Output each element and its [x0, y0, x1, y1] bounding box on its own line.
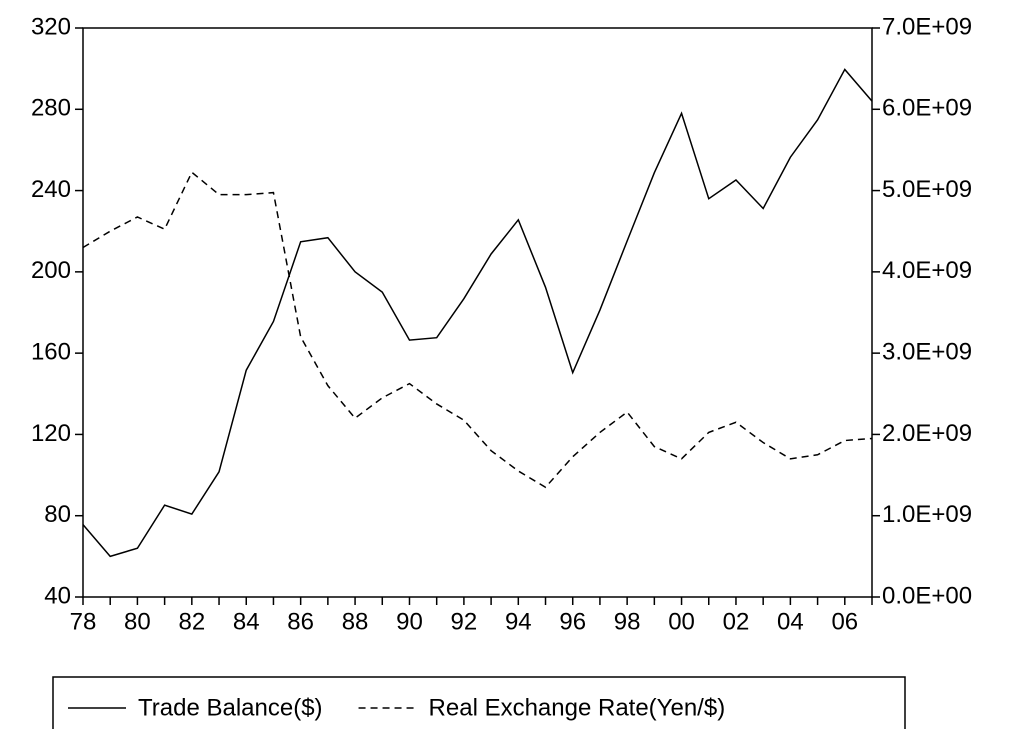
plot-frame — [82, 27, 873, 598]
x-tick-label: 86 — [287, 608, 314, 635]
y-tick-label: 320 — [31, 13, 71, 40]
y2-tick-label: 1.0E+09 — [882, 501, 972, 528]
x-tick-label: 78 — [70, 608, 97, 635]
y2-tick-label: 3.0E+09 — [882, 338, 972, 365]
y2-tick-label: 5.0E+09 — [882, 176, 972, 203]
y-tick-label: 80 — [44, 501, 71, 528]
legend-label: Real Exchange Rate(Yen/$) — [429, 694, 726, 721]
x-tick-label: 84 — [233, 608, 260, 635]
x-tick-label: 06 — [831, 608, 858, 635]
y2-tick-label: 4.0E+09 — [882, 257, 972, 284]
x-tick-label: 96 — [559, 608, 586, 635]
y-tick-label: 280 — [31, 95, 71, 122]
series-line — [82, 171, 873, 489]
y2-tick-label: 2.0E+09 — [882, 420, 972, 447]
x-tick-label: 00 — [668, 608, 695, 635]
x-tick-label: 88 — [342, 608, 369, 635]
x-tick-label: 02 — [723, 608, 750, 635]
x-tick-label: 04 — [777, 608, 804, 635]
y2-tick-label: 0.0E+00 — [882, 582, 972, 609]
y2-tick-label: 7.0E+09 — [882, 13, 972, 40]
x-tick-label: 92 — [451, 608, 478, 635]
x-tick-label: 90 — [396, 608, 423, 635]
y-tick-label: 40 — [44, 582, 71, 609]
x-tick-label: 80 — [124, 608, 151, 635]
legend-box — [52, 676, 906, 729]
y2-tick-label: 6.0E+09 — [882, 95, 972, 122]
x-tick-label: 82 — [178, 608, 205, 635]
x-tick-label: 94 — [505, 608, 532, 635]
y-tick-label: 200 — [31, 257, 71, 284]
legend-label: Trade Balance($) — [138, 694, 323, 721]
y-tick-label: 160 — [31, 338, 71, 365]
y-tick-label: 240 — [31, 176, 71, 203]
series-line — [82, 68, 873, 558]
x-tick-label: 98 — [614, 608, 641, 635]
y-tick-label: 120 — [31, 420, 71, 447]
